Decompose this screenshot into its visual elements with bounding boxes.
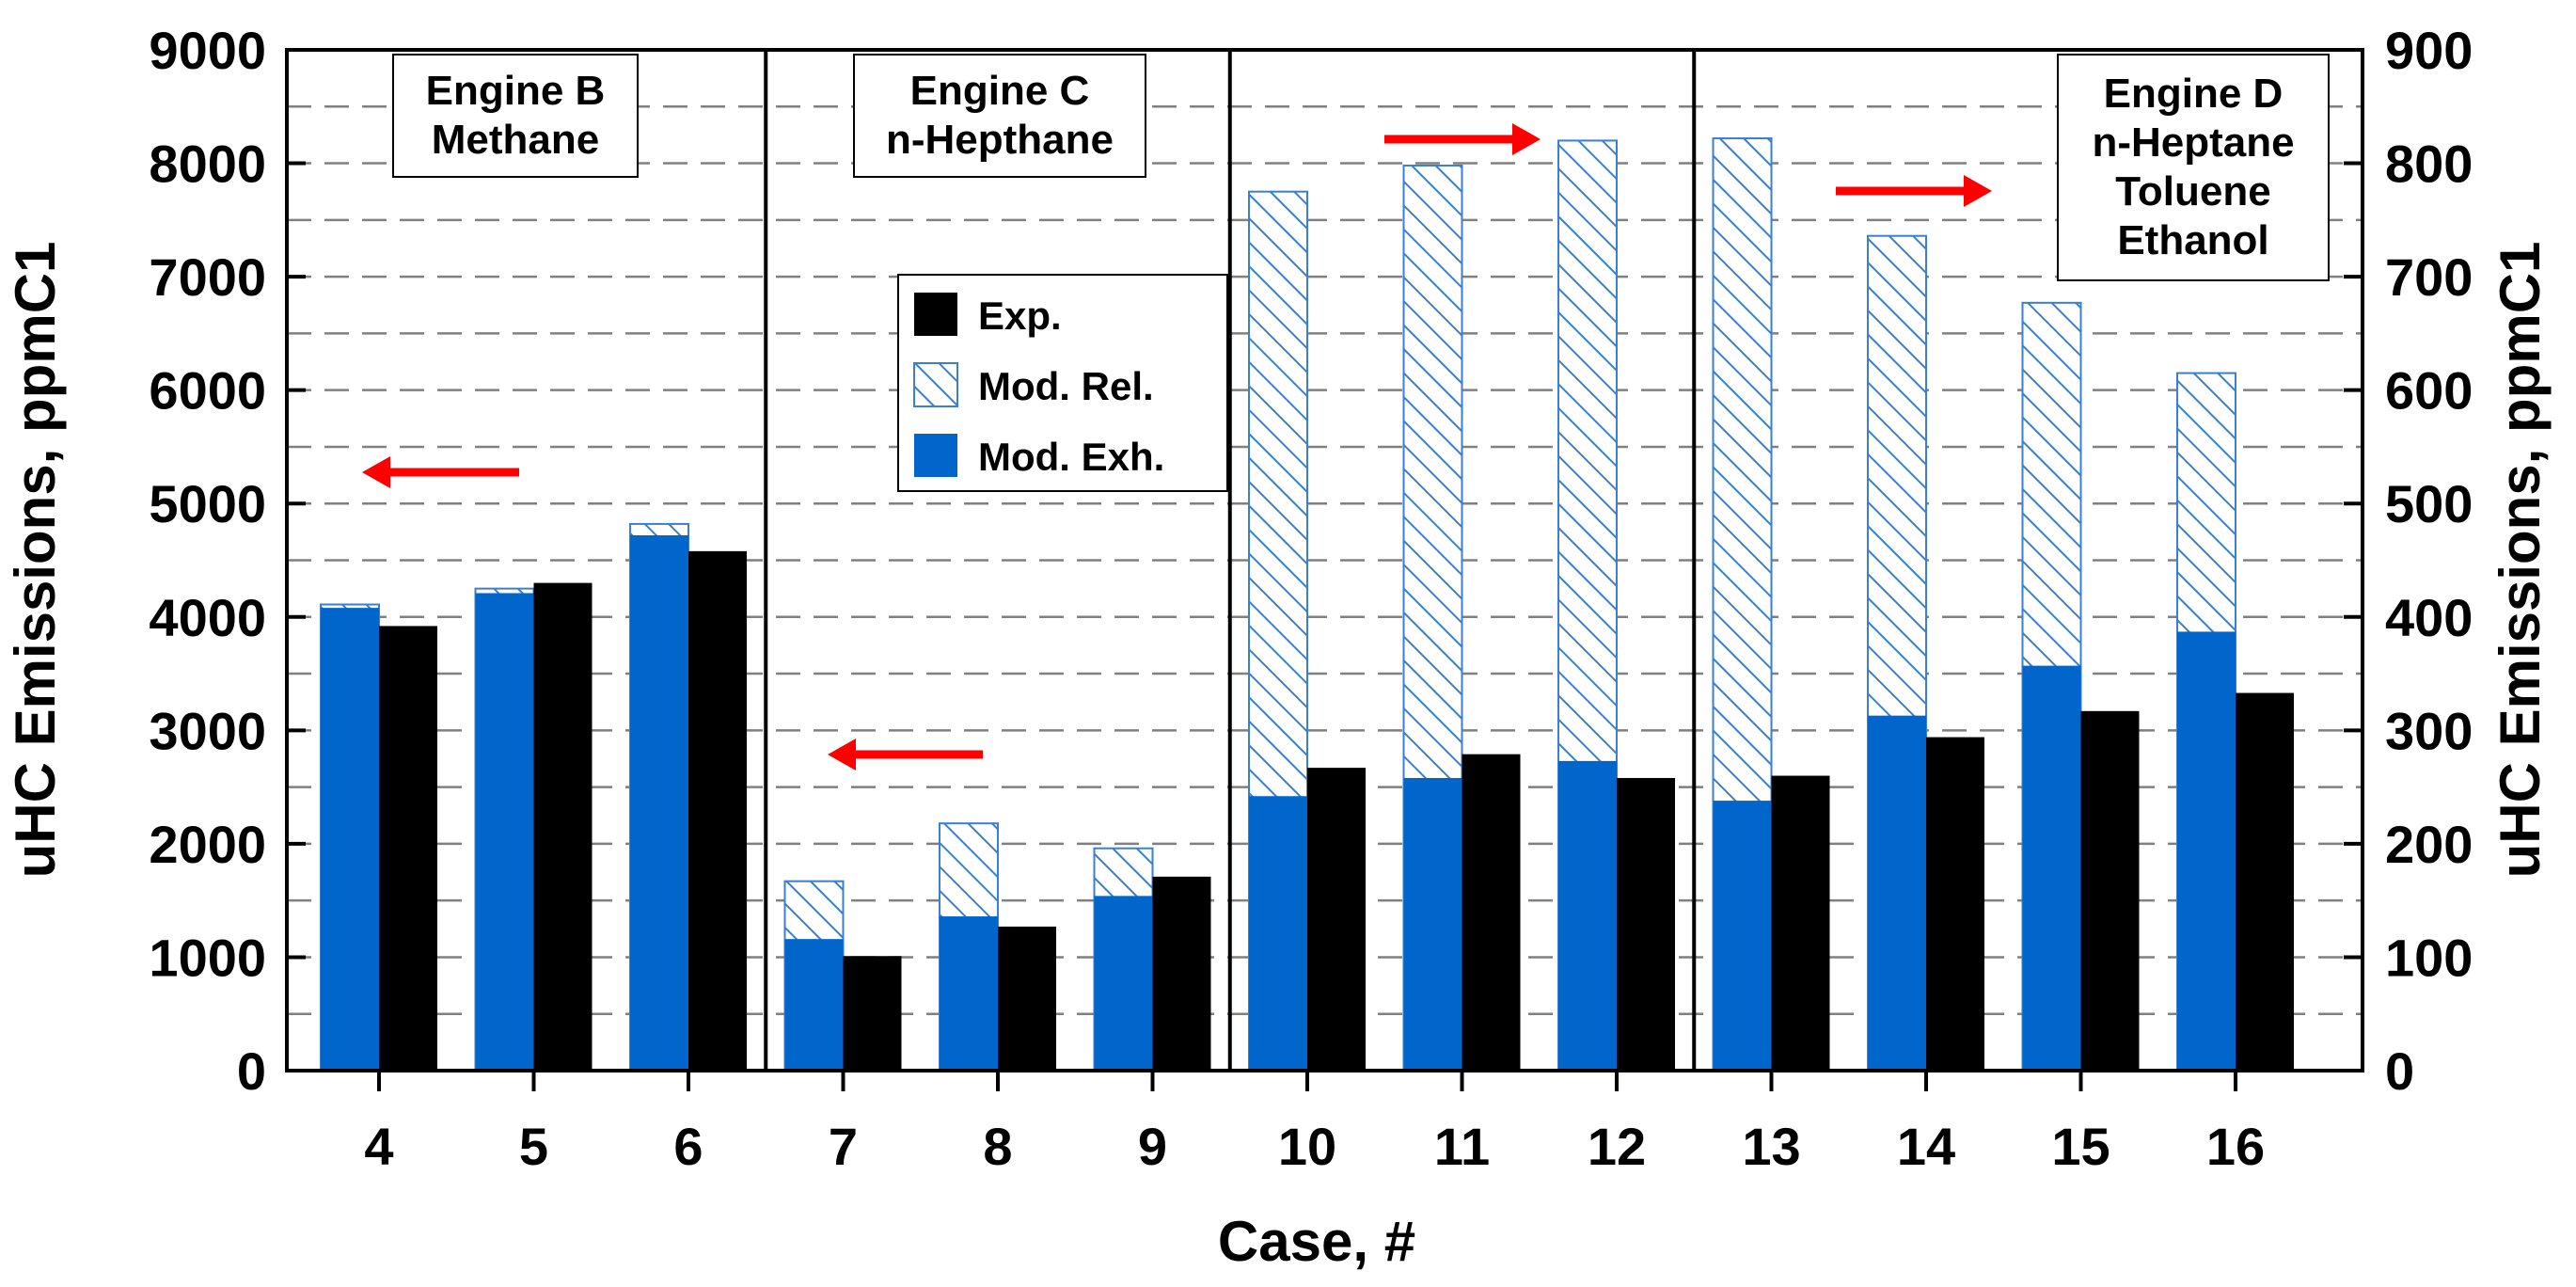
group-dividers: [764, 50, 1697, 1071]
x-axis-title: Case, #: [1218, 1210, 1415, 1273]
group-label-box: [2057, 54, 2330, 281]
y-axis-title-right: uHC Emissions, ppmC1: [2489, 242, 2552, 879]
y-tick-label-right: 400: [2385, 588, 2473, 647]
y-tick-label-right: 800: [2385, 135, 2473, 194]
y-tick-label-left: 7000: [149, 247, 266, 307]
arrow-left-engine-b: [362, 456, 519, 488]
y-tick-label-right: 200: [2385, 815, 2473, 874]
arrow-head: [1512, 123, 1541, 155]
x-tick-label: 5: [519, 1117, 548, 1176]
bar-mod-exh-case-4: [321, 608, 379, 1071]
bar-exp-case-11: [1462, 754, 1521, 1071]
bar-exp-case-5: [533, 582, 593, 1071]
y-tick-label-right: 900: [2385, 21, 2473, 80]
bar-mod-exh-case-16: [2177, 631, 2236, 1071]
y-tick-label-left: 0: [237, 1041, 266, 1101]
x-tick-label: 8: [983, 1117, 1012, 1176]
x-tick-label: 6: [673, 1117, 703, 1176]
legend-swatch-mod-rel: [913, 362, 958, 407]
group-label-line: Engine B: [426, 68, 606, 114]
x-tick-label: 13: [1742, 1117, 1800, 1176]
y-tick-label-right: 700: [2385, 247, 2473, 307]
bar-exp-case-12: [1617, 777, 1675, 1071]
bar-exp-case-7: [843, 956, 902, 1071]
arrow-right-engine-d: [1836, 175, 1992, 207]
x-tick-label: 12: [1588, 1117, 1646, 1176]
bar-exp-case-4: [379, 626, 437, 1071]
y-tick-label-left: 3000: [149, 701, 266, 760]
y-tick-label-left: 6000: [149, 361, 266, 421]
legend-label-mod-rel: Mod. Rel.: [978, 364, 1154, 408]
y-tick-label-left: 4000: [149, 588, 266, 647]
group-label-line: Toluene: [2115, 168, 2270, 214]
y-tick-label-left: 5000: [149, 474, 266, 533]
bar-mod-exh-case-12: [1558, 760, 1617, 1071]
legend-label-mod-exh: Mod. Exh.: [978, 435, 1164, 479]
bar-mod-exh-case-15: [2022, 665, 2081, 1071]
group-label-line: n-Heptane: [2092, 119, 2294, 166]
x-tick-label: 14: [1897, 1117, 1955, 1176]
bar-mod-exh-case-8: [940, 916, 998, 1071]
arrow-head: [1964, 175, 1992, 207]
x-tick-label: 7: [829, 1117, 858, 1176]
x-tick-label: 15: [2051, 1117, 2110, 1176]
arrow-left-engine-c: [828, 739, 983, 771]
group-label-box: [853, 54, 1146, 178]
axis-indicator-arrows: [362, 123, 1992, 771]
bar-exp-case-6: [688, 550, 747, 1071]
x-tick-label: 9: [1138, 1117, 1167, 1176]
group-label-line: Methane: [432, 117, 599, 163]
bar-mod-exh-case-9: [1094, 896, 1153, 1071]
legend-swatch-mod-exh: [914, 434, 957, 477]
y-tick-label-right: 500: [2385, 474, 2473, 533]
bar-mod-exh-case-5: [475, 593, 534, 1071]
bar-mod-exh-case-11: [1403, 777, 1462, 1071]
y-tick-label-right: 0: [2385, 1041, 2414, 1101]
bar-exp-case-15: [2080, 710, 2140, 1071]
legend: Exp. Mod. Rel. Mod. Exh.: [897, 274, 1228, 492]
group-label-line: Engine C: [910, 68, 1090, 114]
group-label-line: n-Hepthane: [886, 117, 1114, 163]
x-tick-label: 4: [364, 1117, 393, 1176]
bar-exp-case-8: [998, 926, 1056, 1071]
y-tick-label-left: 2000: [149, 815, 266, 874]
x-tick-label: 11: [1434, 1117, 1490, 1176]
bar-mod-exh-case-13: [1713, 801, 1772, 1071]
arrow-head: [362, 456, 390, 488]
y-axis-title-left: uHC Emissions, ppmC1: [4, 242, 67, 879]
y-tick-label-right: 300: [2385, 701, 2473, 760]
bar-mod-exh-case-14: [1868, 715, 1926, 1071]
bar-exp-case-9: [1152, 876, 1211, 1071]
group-label-box: [392, 54, 639, 178]
bar-mod-exh-case-6: [630, 534, 688, 1071]
group-label-engine-c: Engine Cn-Hepthane: [853, 54, 1146, 178]
x-tick-label: 16: [2206, 1117, 2265, 1176]
arrow-head: [828, 739, 856, 771]
y-tick-label-left: 1000: [149, 928, 266, 987]
legend-label-exp: Exp.: [978, 294, 1062, 338]
y-tick-label-right: 600: [2385, 361, 2473, 421]
arrow-right-case-11-12: [1384, 123, 1541, 155]
plot-frame: [285, 48, 2364, 1072]
y-tick-label-left: 8000: [149, 135, 266, 194]
axis-ticks: 0 1000 2000 3000 4000 5000 6000 7000 8000 9000 0 10…: [149, 21, 2473, 1176]
bar-exp-case-14: [1926, 737, 1984, 1071]
bar-exp-case-10: [1307, 768, 1366, 1071]
y-tick-label-left: 9000: [149, 21, 266, 80]
bar-mod-exh-case-7: [784, 939, 844, 1071]
y-tick-label-right: 100: [2385, 928, 2473, 987]
legend-swatch-exp: [914, 293, 957, 336]
x-tick-label: 10: [1278, 1117, 1336, 1176]
bar-exp-case-16: [2236, 692, 2294, 1071]
bars: [320, 137, 2294, 1072]
bar-mod-exh-case-10: [1249, 796, 1307, 1071]
bar-exp-case-13: [1771, 775, 1830, 1071]
group-label-line: Ethanol: [2117, 217, 2268, 263]
group-label-line: Engine D: [2104, 71, 2284, 117]
